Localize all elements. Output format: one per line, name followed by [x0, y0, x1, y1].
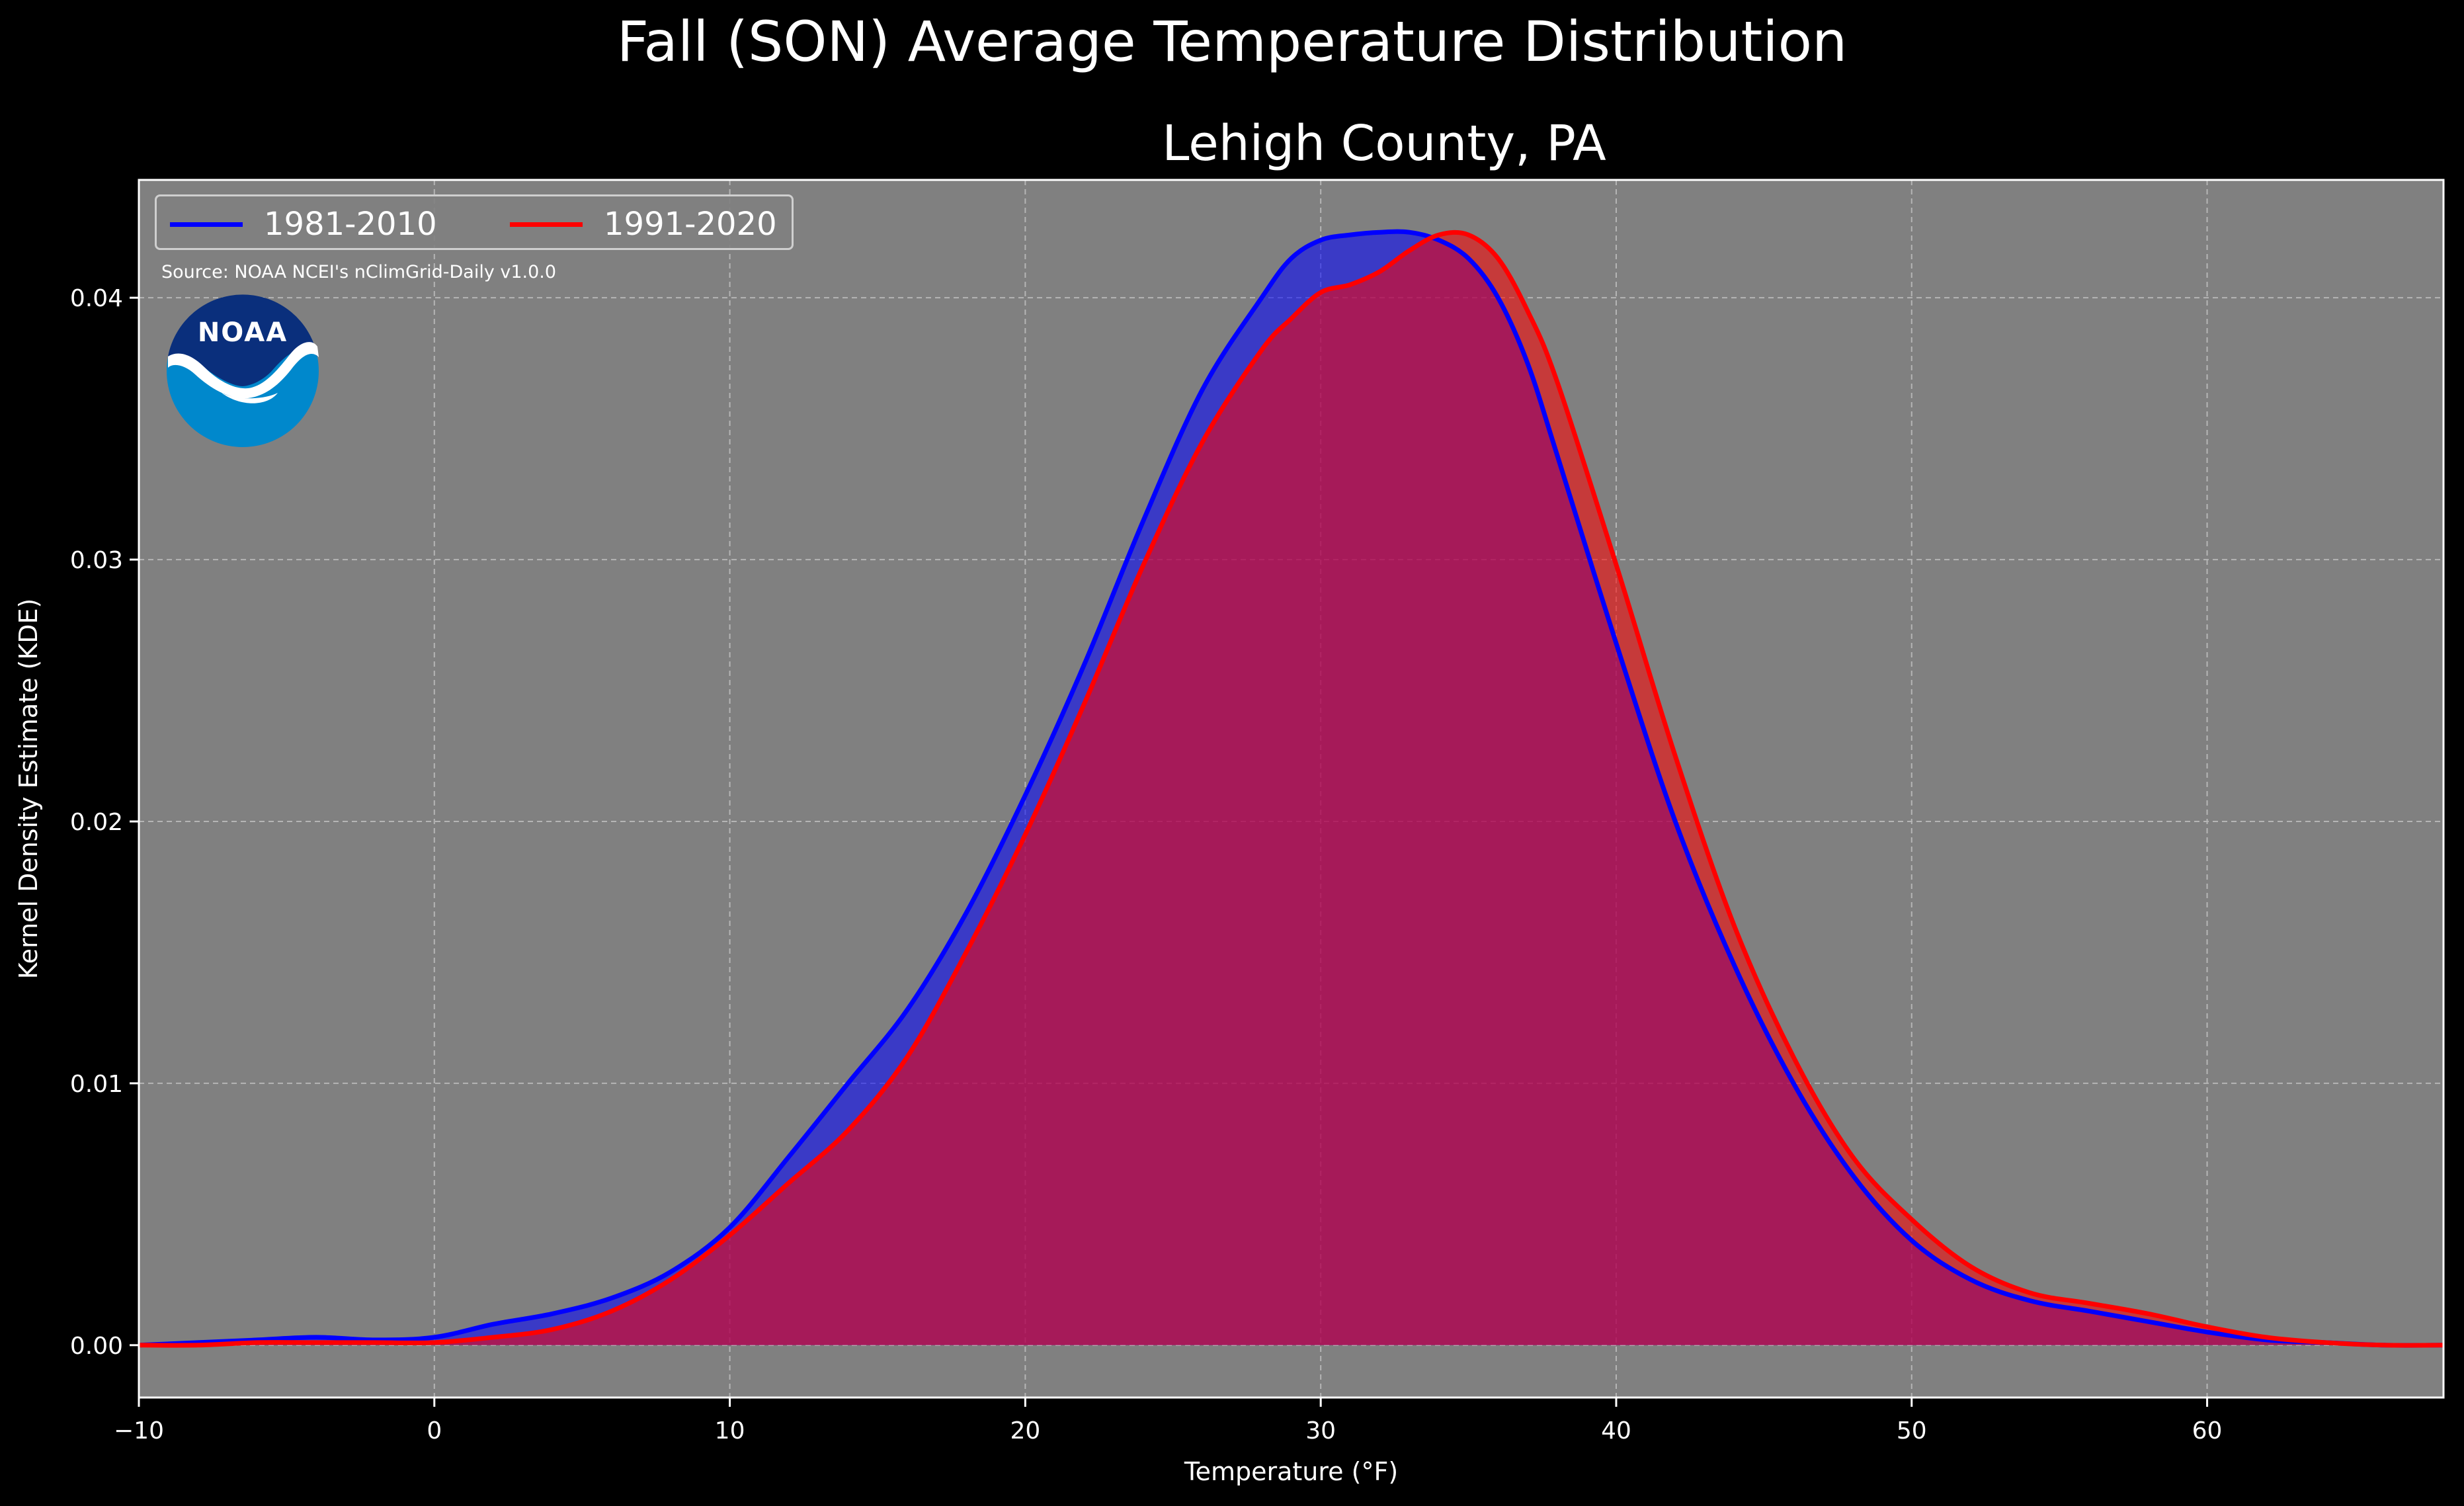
legend-item-1991-2020: 1991-2020 [510, 206, 777, 243]
series-line-1991-2020 [138, 230, 2444, 1348]
y-tick-label: 0.01 [70, 1071, 123, 1098]
x-tick-label: 40 [1601, 1417, 1631, 1444]
legend-item-1981-2010: 1981-2010 [170, 206, 437, 243]
series-area-1991-2020 [139, 232, 2443, 1346]
y-tick-label: 0.03 [70, 547, 123, 574]
legend-label: 1981-2010 [264, 206, 437, 243]
y-tick-label: 0.02 [70, 809, 123, 836]
noaa-logo: NOAA [165, 294, 320, 448]
x-tick-label: 50 [1897, 1417, 1927, 1444]
x-tick-label: 30 [1305, 1417, 1336, 1444]
series-lines [138, 229, 2444, 1348]
x-tick-label: −10 [114, 1417, 164, 1444]
series-line-1981-2010 [138, 229, 2444, 1348]
ticks: −10 0 10 20 30 40 50 60 0.00 0.01 0.02 0.03 0.04 [70, 285, 2223, 1444]
legend-swatch-blue [170, 222, 243, 227]
x-tick-label: 10 [715, 1417, 745, 1444]
x-tick-label: 0 [427, 1417, 442, 1444]
chart-subtitle: Lehigh County, PA [1162, 115, 1606, 172]
plot-frame [138, 179, 2445, 1399]
legend-swatch-red [510, 222, 583, 227]
series-areas [139, 231, 2443, 1346]
source-note: Source: NOAA NCEI's nClimGrid-Daily v1.0… [161, 262, 557, 282]
x-tick-label: 20 [1010, 1417, 1040, 1444]
y-tick-label: 0.00 [70, 1333, 123, 1360]
y-tick-label: 0.04 [70, 285, 123, 312]
y-axis-label: Kernel Density Estimate (KDE) [14, 599, 43, 980]
x-tick-label: 60 [2192, 1417, 2223, 1444]
x-axis-label: Temperature (°F) [1184, 1457, 1398, 1486]
noaa-logo-icon [167, 294, 319, 447]
chart-title: Fall (SON) Average Temperature Distribut… [616, 9, 1848, 74]
logo-lettering: NOAA [197, 317, 288, 348]
legend: 1981-2010 1991-2020 [155, 194, 794, 250]
legend-label: 1991-2020 [604, 206, 777, 243]
